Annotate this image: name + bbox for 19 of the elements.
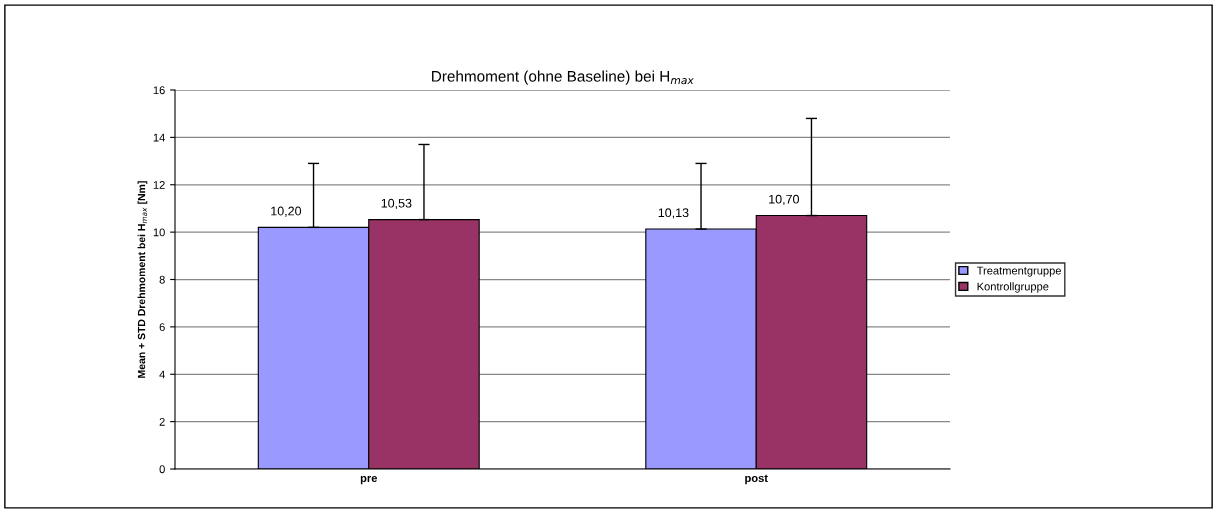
y-tick-label: 6 [159, 323, 165, 332]
y-tick-label: 8 [159, 275, 165, 284]
data-label: 10,20 [271, 206, 302, 217]
y-tick-label: 10 [153, 228, 165, 237]
x-tick-label: pre [360, 475, 378, 485]
y-tick-label: 0 [159, 465, 165, 474]
chart-title: Drehmoment (ohne Baseline) bei H$_{max}$ [432, 70, 694, 85]
y-tick-label: 14 [153, 133, 165, 142]
legend-label: Kontrollgruppe [977, 282, 1049, 293]
y-tick-label: 12 [153, 181, 165, 189]
data-label: 10,13 [658, 208, 689, 219]
x-tick-label: post [745, 474, 768, 485]
y-tick-label: 2 [159, 417, 165, 426]
data-label: 10,70 [769, 194, 800, 206]
y-axis-title: Mean + STD Drehmoment bei H$_{max}$ [Nm] [137, 181, 148, 378]
y-tick-label: 4 [159, 370, 165, 379]
legend-label: Treatmentgruppe [976, 266, 1061, 277]
data-label: 10,53 [381, 198, 412, 210]
y-tick-label: 16 [153, 86, 165, 95]
